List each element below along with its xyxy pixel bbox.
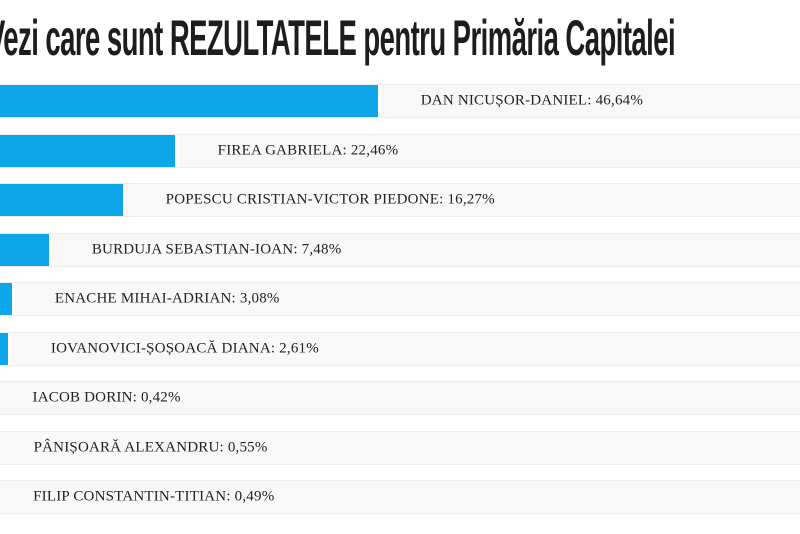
result-row: BURDUJA SEBASTIAN-IOAN: 7,48%	[0, 232, 800, 267]
result-label: FIREA GABRIELA: 22,46%	[217, 142, 399, 158]
result-row: FILIP CONSTANTIN-TITIAN: 0,49%	[0, 480, 800, 514]
results-bar-chart: DAN NICUȘOR-DANIEL: 46,64% FIREA GABRIELA…	[0, 84, 800, 530]
result-label: IOVANOVICI-ȘOȘOACĂ DIANA: 2,61%	[50, 340, 319, 356]
result-bar	[0, 134, 175, 167]
result-bar	[0, 85, 378, 117]
result-row: DAN NICUȘOR-DANIEL: 46,64%	[0, 84, 800, 118]
page-title: Vezi care sunt REZULTATELE pentru Primăr…	[0, 10, 676, 66]
result-row: PÂNIȘOARĂ ALEXANDRU: 0,55%	[0, 430, 800, 465]
result-row: POPESCU CRISTIAN-VICTOR PIEDONE: 16,27%	[0, 183, 800, 217]
result-row: IOVANOVICI-ȘOȘOACĂ DIANA: 2,61%	[0, 331, 800, 366]
result-label: IACOB DORIN: 0,42%	[32, 389, 181, 406]
result-bar	[0, 332, 8, 365]
result-label: BURDUJA SEBASTIAN-IOAN: 7,48%	[91, 241, 342, 257]
result-row: ENACHE MIHAI-ADRIAN: 3,08%	[0, 282, 800, 316]
result-label: DAN NICUȘOR-DANIEL: 46,64%	[420, 92, 644, 109]
result-bar	[0, 184, 123, 216]
result-label: ENACHE MIHAI-ADRIAN: 3,08%	[54, 290, 280, 307]
result-label: PÂNIȘOARĂ ALEXANDRU: 0,55%	[33, 439, 268, 455]
result-bar	[0, 283, 12, 315]
result-label: FILIP CONSTANTIN-TITIAN: 0,49%	[33, 488, 275, 505]
result-label: POPESCU CRISTIAN-VICTOR PIEDONE: 16,27%	[165, 191, 495, 208]
result-bar	[0, 233, 49, 266]
result-row: IACOB DORIN: 0,42%	[0, 381, 800, 415]
result-row: FIREA GABRIELA: 22,46%	[0, 133, 800, 168]
